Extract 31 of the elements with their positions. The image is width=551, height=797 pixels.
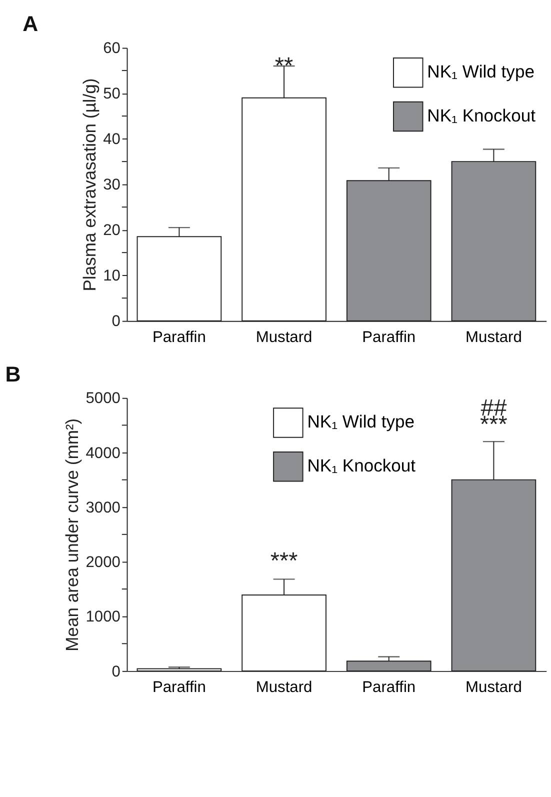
legend-label: NK₁ Wild type bbox=[307, 412, 415, 432]
y-tick-label: 50 bbox=[103, 86, 121, 103]
y-tick-label: 0 bbox=[112, 663, 121, 680]
y-tick-label: 3000 bbox=[86, 499, 121, 516]
x-tick-label: Mustard bbox=[466, 328, 522, 346]
y-axis-title: Mean area under curve (mm²) bbox=[62, 418, 82, 652]
chart-title: A bbox=[22, 12, 38, 36]
y-tick-label: 5000 bbox=[86, 390, 121, 408]
x-tick-label: Paraffin bbox=[152, 678, 206, 696]
legend-label: NK₁ Wild type bbox=[427, 62, 534, 82]
x-tick-label: Paraffin bbox=[362, 328, 416, 346]
y-tick-label: 0 bbox=[112, 313, 121, 330]
annotation: *** bbox=[270, 548, 298, 574]
y-axis-title: Plasma extravasation (µl/g) bbox=[79, 78, 100, 292]
x-tick-label: Paraffin bbox=[362, 678, 416, 696]
x-tick-label: Mustard bbox=[466, 678, 522, 696]
y-tick-label: 10 bbox=[103, 268, 121, 285]
annotation: ** bbox=[274, 52, 294, 79]
x-tick-label: Mustard bbox=[256, 328, 312, 346]
y-tick-label: 40 bbox=[103, 131, 121, 148]
y-tick-label: 1000 bbox=[86, 608, 121, 626]
x-tick-label: Paraffin bbox=[152, 328, 206, 346]
chart-title: B bbox=[5, 362, 21, 386]
y-tick-label: 30 bbox=[103, 176, 121, 194]
y-tick-label: 60 bbox=[103, 40, 121, 58]
y-tick-label: 20 bbox=[103, 222, 121, 240]
x-tick-label: Mustard bbox=[256, 678, 312, 696]
legend-label: NK₁ Knockout bbox=[307, 456, 416, 476]
y-tick-label: 2000 bbox=[86, 554, 121, 572]
y-tick-label: 4000 bbox=[86, 444, 121, 462]
legend-label: NK₁ Knockout bbox=[427, 105, 536, 126]
